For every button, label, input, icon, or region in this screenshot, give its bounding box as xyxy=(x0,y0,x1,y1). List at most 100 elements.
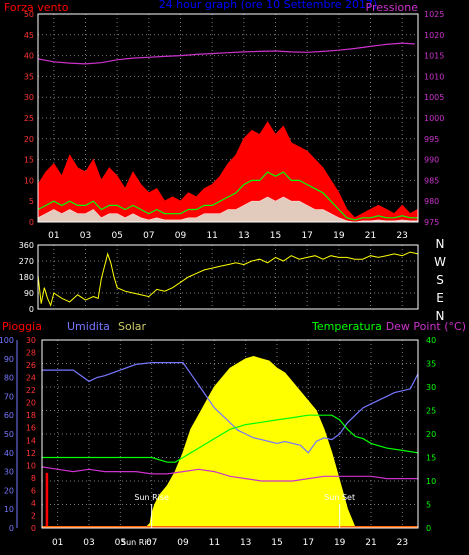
pressure-y-tick-label: 1025 xyxy=(424,10,444,19)
rain-y-tick-label: 16 xyxy=(26,424,36,433)
rain-humidity-series xyxy=(41,355,419,529)
temperature-y-tick-label: 15 xyxy=(426,454,436,463)
wind-x-ticks: 01 03 05 07 09 11 13 15 17 19 21 23 xyxy=(48,231,408,241)
rain-y-tick-label: 8 xyxy=(31,474,36,483)
temperature-y-tick-label: 35 xyxy=(426,360,436,369)
humidity-y-tick-label: 0 xyxy=(9,524,14,533)
humidity-line xyxy=(42,362,419,454)
temperature-y-tick-label: 5 xyxy=(426,501,431,510)
wind-gust-area xyxy=(37,121,419,223)
humidity-y-tick-label: 80 xyxy=(4,374,14,383)
humidity-y-tick-label: 50 xyxy=(4,430,14,439)
pressure-y-tick-label: 990 xyxy=(424,156,439,165)
x-tick-label: 11 xyxy=(206,231,217,241)
wind-y-tick-label: 45 xyxy=(24,31,34,40)
humidity-y-tick-label: 100 xyxy=(0,336,14,345)
x-tick-label: 21 xyxy=(365,231,376,241)
rain-humidity-temp-panel: Pioggia Umidita Solar Temperatura Dew Po… xyxy=(0,320,466,548)
pressure-y-tick-label: 1000 xyxy=(424,114,444,123)
x-tick-label: 13 xyxy=(238,231,249,241)
pressure-y-tick-label: 980 xyxy=(424,197,439,206)
compass-label: E xyxy=(436,291,444,305)
x-tick-label: 09 xyxy=(177,538,189,548)
compass-label: N xyxy=(436,309,445,323)
x-tick-label: 01 xyxy=(48,231,59,241)
solar-area xyxy=(42,355,418,529)
rain-y-tick-label: 18 xyxy=(26,411,36,420)
temperature-line xyxy=(42,414,419,463)
temperature-y-tick-label: 20 xyxy=(426,430,436,439)
rain-y-tick-label: 28 xyxy=(26,349,36,358)
direction-frame xyxy=(37,244,419,310)
temperature-axis-title: Temperatura xyxy=(311,320,382,333)
wind-pressure-frame xyxy=(37,13,419,223)
x-tick-label: 19 xyxy=(334,538,346,548)
humidity-y-tick-label: 70 xyxy=(4,392,14,401)
rain-y-tick-label: 0 xyxy=(31,524,36,533)
wind-y-tick-label: 50 xyxy=(24,10,34,19)
humidity-y-tick-label: 20 xyxy=(4,486,14,495)
wind-y-tick-label: 5 xyxy=(29,197,34,206)
x-tick-label: 05 xyxy=(111,231,122,241)
wind-y-tick-label: 15 xyxy=(24,156,34,165)
x-tick-label: 17 xyxy=(303,538,314,548)
x-tick-label: 13 xyxy=(240,538,251,548)
sun-annotations: Sun Rise Sun Set Sun Ric xyxy=(121,493,355,547)
pressure-axis-title: Pressione xyxy=(366,1,419,14)
pressure-y-tick-label: 985 xyxy=(424,176,439,185)
wind-y-tick-label: 0 xyxy=(29,218,34,227)
compass-label: W xyxy=(434,255,446,269)
rain-y-tick-label: 26 xyxy=(26,361,36,370)
wind-low-area xyxy=(37,196,419,223)
x-tick-label: 15 xyxy=(270,231,281,241)
sun-annotation-label: Sun Rise xyxy=(134,493,169,502)
humidity-y-tick-label: 10 xyxy=(4,505,14,514)
wind-y-tick-label: 25 xyxy=(24,114,34,123)
temperature-y-tick-label: 40 xyxy=(426,336,436,345)
compass-label: S xyxy=(436,273,444,287)
rain-humidity-frame xyxy=(41,339,419,529)
pressure-line xyxy=(37,42,415,65)
temperature-y-ticks: 0 5 10 15 20 25 30 35 40 xyxy=(426,336,436,533)
solar-axis-title: Solar xyxy=(118,320,147,333)
x-tick-label: 03 xyxy=(83,538,94,548)
humidity-y-tick-label: 30 xyxy=(4,468,14,477)
wind-pressure-panel: Forza vento 24 hour graph (ore 10 Settem… xyxy=(4,0,444,241)
sun-overlay-label: Sun Ric xyxy=(121,538,151,547)
rain-y-tick-label: 6 xyxy=(31,486,36,495)
temperature-y-tick-label: 10 xyxy=(426,477,436,486)
temperature-y-tick-label: 25 xyxy=(426,407,436,416)
direction-y-tick-label: 270 xyxy=(19,257,34,266)
pressure-y-ticks: 975 980 985 990 995 1000 1005 1010 1015 1020 1025 xyxy=(424,10,444,227)
wind-axis-title: Forza vento xyxy=(4,1,69,14)
humidity-y-tick-label: 60 xyxy=(4,411,14,420)
rain-y-tick-label: 10 xyxy=(26,461,36,470)
direction-series xyxy=(37,251,419,307)
temperature-y-tick-label: 30 xyxy=(426,383,436,392)
direction-y-tick-label: 180 xyxy=(19,273,34,282)
wind-y-tick-label: 35 xyxy=(24,72,34,81)
rain-y-tick-label: 14 xyxy=(26,436,36,445)
wind-direction-line xyxy=(37,251,419,307)
x-tick-label: 01 xyxy=(52,538,63,548)
wind-y-tick-label: 20 xyxy=(24,135,34,144)
wind-y-tick-label: 10 xyxy=(24,176,34,185)
wind-y-tick-label: 40 xyxy=(24,52,34,61)
x-tick-label: 05 xyxy=(115,538,126,548)
rain-x-ticks: 01 03 05 07 09 11 13 15 17 19 21 23 xyxy=(52,538,408,548)
direction-y-tick-label: 90 xyxy=(24,289,34,298)
x-tick-label: 11 xyxy=(209,538,220,548)
x-tick-label: 17 xyxy=(301,231,312,241)
wind-y-tick-label: 30 xyxy=(24,93,34,102)
chart-title: 24 hour graph (ore 10 Settembre 2017) xyxy=(159,0,378,11)
dew-point-line xyxy=(41,466,418,482)
humidity-y-tick-label: 40 xyxy=(4,449,14,458)
pressure-y-tick-label: 1005 xyxy=(424,93,444,102)
rain-y-tick-label: 2 xyxy=(31,511,36,520)
pressure-y-tick-label: 1010 xyxy=(424,72,444,81)
rain-y-tick-label: 24 xyxy=(26,374,36,383)
wind-pressure-series xyxy=(37,42,419,223)
rain-y-tick-label: 22 xyxy=(26,386,36,395)
